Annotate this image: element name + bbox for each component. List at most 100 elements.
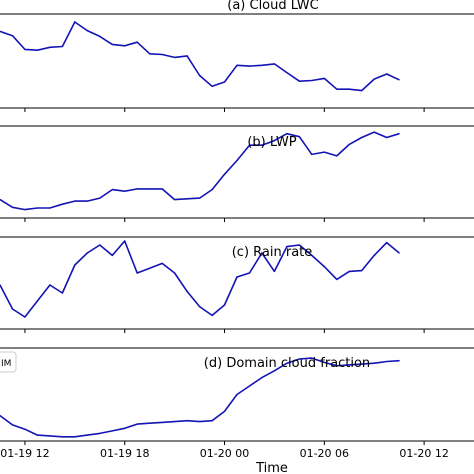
data-point xyxy=(0,30,1,32)
data-point xyxy=(99,197,101,199)
data-point xyxy=(124,190,126,192)
data-point xyxy=(236,276,238,278)
series-line xyxy=(0,21,400,92)
panel-1: (a) Cloud LWC xyxy=(0,0,474,112)
data-point xyxy=(311,79,313,82)
data-point xyxy=(223,410,226,412)
data-point xyxy=(236,64,238,66)
data-point xyxy=(348,270,350,272)
data-point xyxy=(298,358,300,360)
data-point xyxy=(161,421,163,423)
data-point xyxy=(211,189,213,191)
data-point xyxy=(286,72,288,74)
data-point xyxy=(86,434,88,436)
data-point xyxy=(261,377,263,379)
data-point xyxy=(161,262,163,264)
x-tick-label: 01-19 12 xyxy=(0,447,49,460)
data-point xyxy=(336,278,338,280)
data-point xyxy=(336,88,338,90)
data-point xyxy=(199,197,201,199)
data-point xyxy=(373,131,375,133)
legend-label: IM xyxy=(1,359,11,369)
data-point xyxy=(174,421,176,423)
data-point xyxy=(398,360,400,362)
data-point xyxy=(373,78,375,80)
data-point xyxy=(49,46,51,48)
data-point xyxy=(398,79,400,81)
data-point xyxy=(149,188,151,190)
data-point xyxy=(248,385,251,387)
axes-frame xyxy=(0,125,474,219)
data-point xyxy=(0,284,1,286)
data-point xyxy=(86,200,88,202)
data-point xyxy=(286,246,288,248)
data-point xyxy=(386,242,388,244)
data-point xyxy=(348,143,350,145)
data-point xyxy=(273,370,275,372)
data-point xyxy=(99,35,101,38)
data-point xyxy=(186,55,188,57)
data-point xyxy=(36,207,39,209)
data-point xyxy=(248,144,251,146)
data-point xyxy=(136,272,138,274)
data-point xyxy=(323,151,325,153)
data-point xyxy=(348,364,350,366)
axes-frame xyxy=(0,236,474,330)
data-point xyxy=(199,421,201,423)
data-point xyxy=(298,244,300,246)
data-point xyxy=(336,155,338,157)
legend-box xyxy=(0,351,17,373)
data-point xyxy=(36,434,39,436)
data-point xyxy=(61,45,64,48)
data-point xyxy=(74,200,76,202)
data-point xyxy=(174,272,176,274)
data-point xyxy=(236,159,238,162)
data-point xyxy=(199,74,201,77)
data-point xyxy=(161,188,163,190)
x-tick-label: 01-19 18 xyxy=(100,447,149,460)
data-point xyxy=(136,41,138,43)
panel-title: (b) LWP xyxy=(247,135,296,150)
data-point xyxy=(223,81,226,83)
data-point xyxy=(111,43,113,46)
data-point xyxy=(36,300,39,302)
data-point xyxy=(61,203,64,205)
data-point xyxy=(86,252,88,254)
data-point xyxy=(174,199,176,201)
series-line xyxy=(0,240,400,318)
data-point xyxy=(74,21,76,23)
data-point xyxy=(248,272,251,274)
data-point xyxy=(124,45,126,47)
data-point xyxy=(323,266,325,268)
data-point xyxy=(49,207,51,209)
data-point xyxy=(361,270,363,272)
data-point xyxy=(124,240,126,242)
data-point xyxy=(74,436,76,438)
axes-frame xyxy=(0,13,474,109)
data-point xyxy=(348,88,350,90)
data-point xyxy=(0,199,1,201)
data-point xyxy=(298,136,300,138)
data-point xyxy=(149,267,151,269)
data-point xyxy=(298,80,300,82)
data-point xyxy=(99,432,101,434)
data-point xyxy=(174,56,176,59)
data-point xyxy=(186,420,188,422)
data-point xyxy=(24,209,26,211)
panel-title: (a) Cloud LWC xyxy=(227,0,319,13)
data-point xyxy=(49,435,51,437)
data-point xyxy=(398,252,400,254)
panel-2: (b) LWP xyxy=(0,125,474,222)
data-point xyxy=(211,314,213,316)
data-point xyxy=(373,362,375,364)
data-point xyxy=(24,428,26,430)
panel-title: (c) Rain rate xyxy=(232,245,313,260)
data-point xyxy=(11,424,14,426)
x-tick-label: 01-20 06 xyxy=(300,447,349,460)
data-point xyxy=(373,254,375,256)
legend: IM xyxy=(0,351,17,373)
data-point xyxy=(336,365,338,367)
data-point xyxy=(223,173,226,175)
x-axis-label: Time xyxy=(255,461,288,474)
